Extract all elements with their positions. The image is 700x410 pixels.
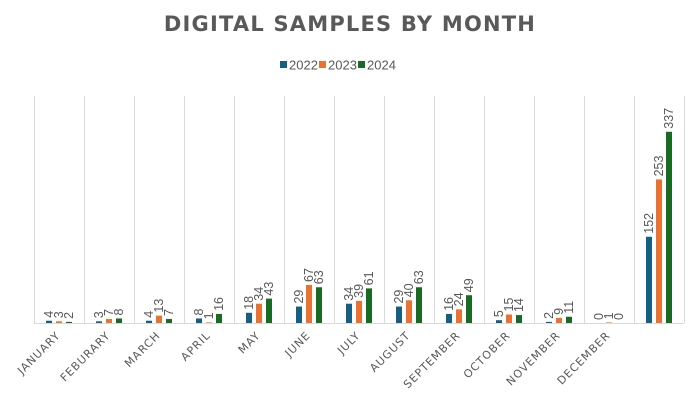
- legend-swatch-2022: [280, 61, 287, 68]
- x-tick-label: APRIL: [178, 329, 213, 364]
- data-label-2023-october: 15: [502, 298, 516, 312]
- data-label-2024-august: 63: [412, 270, 426, 284]
- legend-label-2024: 2024: [367, 58, 396, 73]
- data-label-2023-july: 39: [352, 284, 366, 298]
- data-label-2024-may: 43: [262, 282, 276, 296]
- data-label-2022-march: 4: [142, 311, 156, 318]
- bar-2024-august: [416, 287, 422, 323]
- bar-2022-feburary: [96, 321, 102, 323]
- bar-2024-october: [516, 315, 522, 323]
- bar-2024-june: [316, 287, 322, 323]
- x-tick-label: JANUARY: [14, 329, 63, 378]
- bar-2022-april: [196, 318, 202, 323]
- data-label-2023-feburary: 7: [102, 309, 116, 316]
- data-label-2022-april: 8: [192, 308, 206, 315]
- bar-2022-november: [546, 321, 552, 323]
- data-label-2024-january: 2: [62, 312, 76, 319]
- data-label-2023-december: 1: [602, 312, 616, 319]
- bar-2023-january: [56, 321, 62, 323]
- x-tick-label: MARCH: [122, 329, 163, 370]
- data-label-2023-april: 1: [202, 312, 216, 319]
- data-label-2024-march: 7: [162, 309, 176, 316]
- data-label-2022-june: 29: [292, 290, 306, 304]
- data-label-2024-october: 14: [512, 298, 526, 312]
- data-label-2024-december: 0: [612, 313, 626, 320]
- bar-2023-october: [506, 314, 512, 323]
- data-label-2023-august: 40: [402, 283, 416, 297]
- x-tick-label: MAY: [236, 329, 263, 356]
- bar-2024-january: [66, 321, 72, 323]
- data-label-2022-may: 18: [242, 296, 256, 310]
- legend-label-2023: 2023: [328, 58, 357, 73]
- x-tick-label: JUNE: [282, 329, 313, 360]
- bar-2022-september: [446, 313, 452, 323]
- data-label-2023-total: 253: [652, 156, 666, 177]
- bar-2024-november: [566, 316, 572, 323]
- bar-2024-may: [266, 298, 272, 323]
- bar-2023-june: [306, 284, 312, 323]
- bar-2024-feburary: [116, 318, 122, 323]
- bar-2022-march: [146, 320, 152, 323]
- x-tick-label: JULY: [334, 329, 363, 358]
- data-label-2023-january: 3: [52, 311, 66, 318]
- bar-2023-total: [656, 179, 662, 323]
- chart-title: DIGITAL SAMPLES BY MONTH: [164, 12, 536, 36]
- legend: 2022 2023 2024: [280, 58, 396, 73]
- bar-2022-may: [246, 312, 252, 323]
- bar-2022-june: [296, 306, 302, 323]
- legend-label-2022: 2022: [289, 58, 318, 73]
- legend-swatch-2023: [319, 61, 326, 68]
- bar-2023-november: [556, 317, 562, 323]
- data-label-2023-may: 34: [252, 287, 266, 301]
- data-label-2022-august: 29: [392, 290, 406, 304]
- bar-2022-july: [346, 303, 352, 323]
- data-label-2024-july: 61: [362, 271, 376, 285]
- data-label-2022-july: 34: [342, 287, 356, 301]
- data-label-2022-feburary: 3: [92, 311, 106, 318]
- bars: [46, 131, 672, 323]
- bar-2024-july: [366, 288, 372, 323]
- data-label-2022-november: 2: [542, 312, 556, 319]
- bar-2024-september: [466, 295, 472, 323]
- bar-2023-march: [156, 315, 162, 323]
- bar-2022-total: [646, 236, 652, 323]
- bar-2022-october: [496, 320, 502, 323]
- data-label-2024-june: 63: [312, 270, 326, 284]
- data-label-2023-september: 24: [452, 292, 466, 306]
- data-label-2022-december: 0: [592, 313, 606, 320]
- bar-2022-january: [46, 320, 52, 323]
- data-label-2024-september: 49: [462, 278, 476, 292]
- data-label-2023-june: 67: [302, 268, 316, 282]
- data-label-2023-november: 9: [552, 308, 566, 315]
- x-tick-label: DECEMBER: [555, 329, 613, 387]
- x-tick-label: AUGUST: [367, 329, 413, 375]
- data-label-2022-october: 5: [492, 310, 506, 317]
- bar-2023-april: [206, 322, 212, 323]
- data-label-2024-total: 337: [662, 108, 676, 129]
- data-label-2022-total: 152: [642, 213, 656, 234]
- bar-2023-september: [456, 309, 462, 323]
- bar-2024-total: [666, 131, 672, 323]
- x-tick-label: FEBURARY: [58, 329, 113, 384]
- bar-2023-may: [256, 303, 262, 323]
- bar-2023-december: [606, 322, 612, 323]
- data-label-2024-feburary: 8: [112, 308, 126, 315]
- bar-2022-august: [396, 306, 402, 323]
- bar-2023-feburary: [106, 319, 112, 323]
- x-tick-label: OCTOBER: [461, 329, 513, 381]
- data-label-2022-january: 4: [42, 311, 56, 318]
- data-label-2023-march: 13: [152, 299, 166, 313]
- legend-swatch-2024: [358, 61, 365, 68]
- bar-2024-april: [216, 313, 222, 323]
- data-label-2022-september: 16: [442, 297, 456, 311]
- data-label-2024-april: 16: [212, 297, 226, 311]
- bar-2023-july: [356, 300, 362, 323]
- gridlines: [34, 96, 685, 324]
- data-label-2024-november: 11: [562, 301, 576, 314]
- bar-2023-august: [406, 300, 412, 323]
- bar-2024-march: [166, 319, 172, 323]
